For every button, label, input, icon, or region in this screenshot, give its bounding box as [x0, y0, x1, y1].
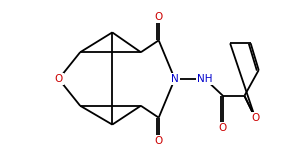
Text: O: O: [54, 74, 63, 84]
Text: O: O: [219, 123, 227, 133]
Text: NH: NH: [197, 74, 213, 84]
Text: O: O: [251, 113, 259, 123]
Text: O: O: [155, 12, 163, 22]
Text: O: O: [155, 136, 163, 146]
Text: N: N: [171, 74, 179, 84]
